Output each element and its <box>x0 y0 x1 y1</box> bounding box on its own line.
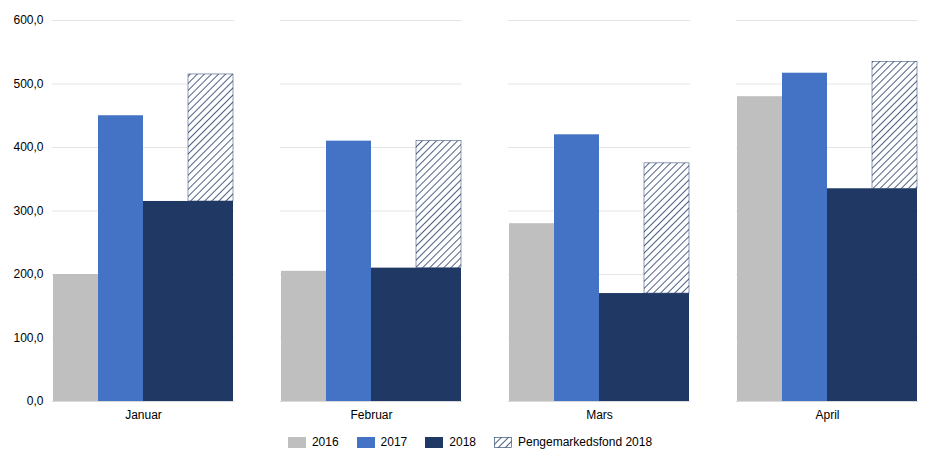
svg-text:500,0: 500,0 <box>13 77 43 91</box>
svg-text:Januar: Januar <box>125 408 162 422</box>
html-text:2018: 2018 <box>449 435 476 449</box>
svg-text:Mars: Mars <box>586 408 613 422</box>
svg-text:100,0: 100,0 <box>13 331 43 345</box>
svg-text:600,0: 600,0 <box>13 13 43 27</box>
svg-text:0,0: 0,0 <box>27 394 44 408</box>
svg-text:200,0: 200,0 <box>13 267 43 281</box>
html-text:Pengemarkedsfond 2018: Pengemarkedsfond 2018 <box>518 435 653 449</box>
html-text:2016: 2016 <box>311 435 339 449</box>
svg-text:Februar: Februar <box>350 408 392 422</box>
html-text:2017: 2017 <box>380 435 408 449</box>
svg-text:April: April <box>815 408 839 422</box>
svg-text:400,0: 400,0 <box>13 140 43 154</box>
svg-text:300,0: 300,0 <box>13 204 43 218</box>
